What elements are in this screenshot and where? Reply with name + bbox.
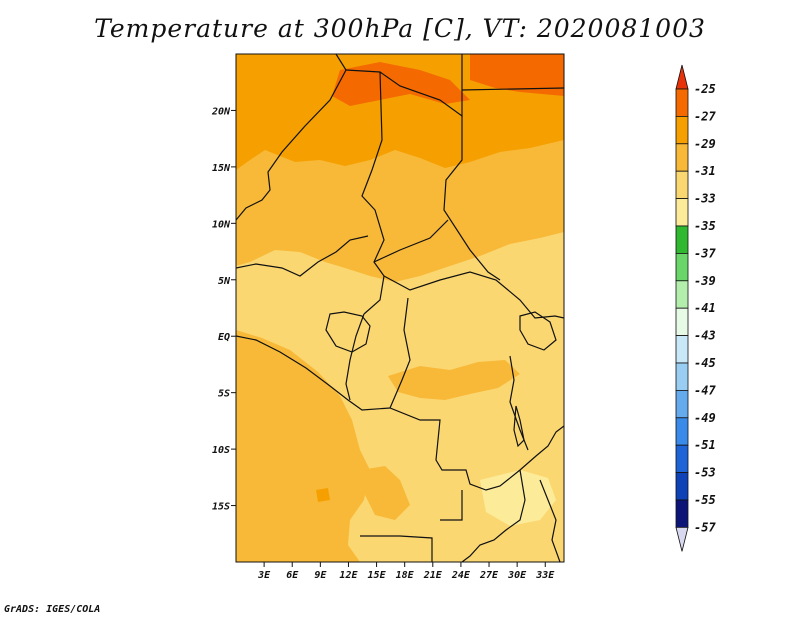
border-line xyxy=(443,116,501,281)
border-line xyxy=(360,535,433,562)
colorbar-label: -31 xyxy=(694,164,716,178)
colorbar-swatch xyxy=(675,116,689,145)
colorbar-swatch xyxy=(675,252,689,282)
border-line xyxy=(461,87,564,91)
colorbar-label: -49 xyxy=(694,411,716,425)
colorbar-swatch xyxy=(675,362,689,391)
lon-tick-label: 15E xyxy=(368,570,387,581)
lon-tick-label: 21E xyxy=(423,570,443,581)
field-band-31-29-center xyxy=(388,360,520,400)
colorbar-swatch xyxy=(675,335,689,364)
border-line xyxy=(461,469,526,562)
colorbar-swatch xyxy=(675,389,689,419)
colorbar-label: -35 xyxy=(694,219,716,233)
colorbar-swatch xyxy=(675,143,689,172)
border-line xyxy=(513,405,525,448)
colorbar-swatch xyxy=(675,225,689,254)
border-line xyxy=(325,311,371,353)
colorbar-label: -55 xyxy=(694,493,716,507)
border-line xyxy=(361,71,385,315)
lon-tick-label: 30E xyxy=(507,570,527,581)
border-line xyxy=(236,235,369,277)
border-line xyxy=(236,54,347,221)
colorbar-top-triangle xyxy=(675,64,689,90)
field-band-35-33-southeast xyxy=(480,470,556,526)
lat-tick-label: 5N xyxy=(218,276,231,287)
colorbar-swatch xyxy=(675,472,689,501)
colorbar-swatch xyxy=(675,307,689,337)
colorbar-label: -43 xyxy=(694,329,716,343)
temperature-field xyxy=(236,54,564,562)
lon-tick-label: 24E xyxy=(451,570,471,581)
colorbar-label: -51 xyxy=(694,438,716,452)
lat-tick-label: 10N xyxy=(212,219,231,230)
longitude-axis: 3E 6E 9E 12E 15E 18E 21E 24E 27E 30E 33E xyxy=(257,562,555,581)
latitude-axis: 20N 15N 10N 5N EQ 5S 10S 15S xyxy=(211,106,236,513)
field-band-27-25-northeast xyxy=(470,54,564,96)
colorbar-label: -45 xyxy=(694,356,716,370)
lon-tick-label: 18E xyxy=(396,570,415,581)
lon-tick-label: 12E xyxy=(339,570,358,581)
border-line xyxy=(345,54,463,118)
colorbar-label: -57 xyxy=(694,520,716,534)
colorbar-label: -39 xyxy=(694,274,716,288)
lat-tick-label: 15S xyxy=(212,502,230,513)
colorbar-label: -25 xyxy=(694,82,716,96)
colorbar-label: -37 xyxy=(694,246,716,260)
colorbar-swatch xyxy=(675,444,689,474)
lat-tick-label: 5S xyxy=(218,389,230,400)
lat-tick-label: 15N xyxy=(212,163,231,174)
border-line xyxy=(509,355,529,451)
border-line xyxy=(345,313,365,401)
colorbar-label: -29 xyxy=(694,137,716,151)
colorbar-swatch xyxy=(675,198,689,227)
border-line xyxy=(373,219,449,263)
border-line xyxy=(383,271,564,319)
lat-tick-label: 20N xyxy=(211,106,231,117)
colorbar-swatch xyxy=(675,88,689,117)
border-line xyxy=(539,479,561,562)
lat-tick-label: EQ xyxy=(218,332,230,343)
field-band-29-27-spot xyxy=(316,488,330,502)
border-line xyxy=(236,335,564,491)
colorbar-label: -53 xyxy=(694,466,716,480)
field-band-31-29-southwest xyxy=(236,330,370,562)
border-line xyxy=(519,311,557,351)
chart-title: Temperature at 300hPa [C], VT: 202008100… xyxy=(94,14,706,43)
border-line xyxy=(389,297,411,409)
borders xyxy=(236,54,564,562)
map-frame xyxy=(235,53,565,563)
colorbar-label: -33 xyxy=(694,192,716,206)
lat-tick-label: 10S xyxy=(212,445,230,456)
colorbar-label: -27 xyxy=(694,109,716,123)
colorbar: -25 -27 -29 -31 -33 -35 -37 -39 -41 -43 -45 -47 -49 -… xyxy=(675,64,716,552)
lon-tick-label: 27E xyxy=(479,570,499,581)
field-band-27-25-north-central xyxy=(332,62,470,106)
field-band-31-29-southcentral xyxy=(360,466,410,520)
colorbar-swatch xyxy=(675,280,689,309)
lon-tick-label: 9E xyxy=(314,570,327,581)
border-line xyxy=(440,490,463,521)
colorbar-bottom-triangle xyxy=(675,527,689,552)
colorbar-swatch xyxy=(675,170,689,199)
colorbar-swatch xyxy=(675,499,689,528)
lon-tick-label: 6E xyxy=(286,570,299,581)
colorbar-swatch xyxy=(675,417,689,446)
lon-tick-label: 33E xyxy=(535,570,555,581)
colorbar-label: -47 xyxy=(694,383,716,397)
colorbar-label: -41 xyxy=(694,301,716,315)
lon-tick-label: 3E xyxy=(257,570,271,581)
grads-credit: GrADS: IGES/COLA xyxy=(4,604,101,615)
